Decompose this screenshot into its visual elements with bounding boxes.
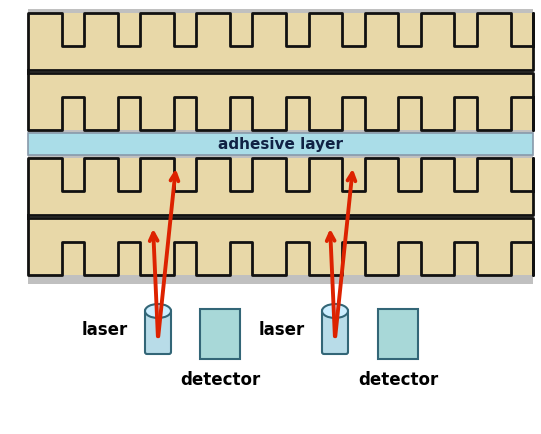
Text: adhesive layer: adhesive layer [218,137,343,152]
Bar [378,309,418,359]
Text: detector: detector [358,370,438,388]
Text: detector: detector [180,370,260,388]
FancyBboxPatch shape [322,309,348,354]
FancyBboxPatch shape [145,309,171,354]
Polygon shape [28,14,533,71]
Polygon shape [28,159,533,216]
Bar [28,134,533,156]
Bar [28,10,533,284]
Bar [28,218,533,275]
Text: laser: laser [259,320,305,338]
Bar [200,309,240,359]
Ellipse shape [322,304,348,318]
Bar [28,74,533,131]
Bar [28,14,533,71]
Ellipse shape [145,304,171,318]
Polygon shape [28,74,533,131]
Polygon shape [28,218,533,275]
Text: laser: laser [82,320,128,338]
Bar [28,159,533,216]
